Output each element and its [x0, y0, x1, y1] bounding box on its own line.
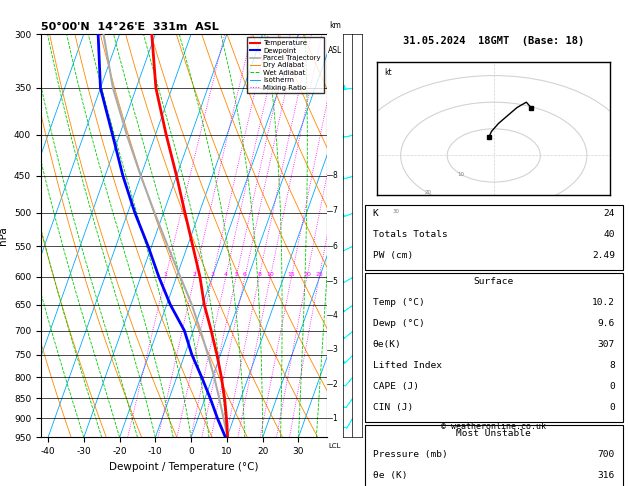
Text: km: km: [329, 21, 341, 30]
Text: 20: 20: [303, 272, 311, 277]
Y-axis label: hPa: hPa: [0, 226, 8, 245]
Text: Totals Totals: Totals Totals: [372, 230, 447, 240]
Text: K: K: [372, 209, 378, 218]
Text: 3: 3: [333, 346, 338, 354]
X-axis label: Dewpoint / Temperature (°C): Dewpoint / Temperature (°C): [109, 462, 259, 472]
Text: θe (K): θe (K): [372, 471, 407, 480]
Text: 8: 8: [333, 171, 337, 180]
FancyBboxPatch shape: [365, 273, 623, 422]
Text: 1: 1: [333, 414, 337, 423]
Text: 10: 10: [267, 272, 274, 277]
Text: CAPE (J): CAPE (J): [372, 382, 418, 391]
Text: 24: 24: [603, 209, 615, 218]
Text: Surface: Surface: [474, 277, 514, 286]
Text: © weatheronline.co.uk: © weatheronline.co.uk: [442, 422, 546, 432]
Text: Pressure (mb): Pressure (mb): [372, 450, 447, 459]
Text: 2.49: 2.49: [592, 251, 615, 260]
Text: 8: 8: [257, 272, 261, 277]
Text: Temp (°C): Temp (°C): [372, 298, 425, 307]
Text: 40: 40: [603, 230, 615, 240]
Text: kt: kt: [384, 68, 392, 77]
Text: 307: 307: [598, 340, 615, 349]
Text: 4: 4: [224, 272, 228, 277]
Text: 2: 2: [333, 380, 337, 389]
Text: 2: 2: [192, 272, 197, 277]
Text: 1: 1: [164, 272, 168, 277]
Text: Most Unstable: Most Unstable: [457, 429, 531, 438]
Text: 25: 25: [315, 272, 323, 277]
Text: 5: 5: [235, 272, 238, 277]
Text: θe(K): θe(K): [372, 340, 401, 349]
Text: 8: 8: [610, 361, 615, 370]
Text: 4: 4: [333, 311, 338, 320]
Text: 0: 0: [610, 403, 615, 412]
Text: 6: 6: [333, 242, 338, 251]
Text: 15: 15: [287, 272, 296, 277]
Text: 6: 6: [243, 272, 247, 277]
Text: 7: 7: [333, 206, 338, 215]
Text: 10: 10: [458, 172, 465, 176]
FancyBboxPatch shape: [365, 206, 623, 270]
Text: Dewp (°C): Dewp (°C): [372, 319, 425, 328]
Text: 31.05.2024  18GMT  (Base: 18): 31.05.2024 18GMT (Base: 18): [403, 36, 584, 46]
Text: CIN (J): CIN (J): [372, 403, 413, 412]
Text: 20: 20: [425, 190, 432, 195]
Text: 5: 5: [333, 277, 338, 286]
Text: 50°00'N  14°26'E  331m  ASL: 50°00'N 14°26'E 331m ASL: [41, 22, 219, 32]
Text: 316: 316: [598, 471, 615, 480]
Text: 9.6: 9.6: [598, 319, 615, 328]
Text: 0: 0: [610, 382, 615, 391]
Legend: Temperature, Dewpoint, Parcel Trajectory, Dry Adiabat, Wet Adiabat, Isotherm, Mi: Temperature, Dewpoint, Parcel Trajectory…: [247, 37, 323, 93]
FancyBboxPatch shape: [365, 425, 623, 486]
Text: ASL: ASL: [328, 46, 342, 55]
Text: 30: 30: [392, 209, 399, 214]
Text: Lifted Index: Lifted Index: [372, 361, 442, 370]
Text: 3: 3: [211, 272, 214, 277]
Text: 700: 700: [598, 450, 615, 459]
Text: 10.2: 10.2: [592, 298, 615, 307]
Text: PW (cm): PW (cm): [372, 251, 413, 260]
Text: LCL: LCL: [329, 443, 341, 449]
